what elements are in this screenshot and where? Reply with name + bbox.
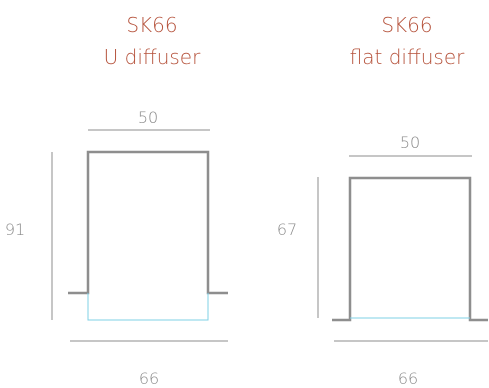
- bottom-width-label: 66: [139, 369, 159, 388]
- housing-profile: [68, 150, 228, 295]
- bottom-width-label: 66: [398, 369, 418, 388]
- profile-u-diffuser: SK66 U diffuser 50 91 66: [5, 13, 228, 388]
- profile-variant-title: flat diffuser: [350, 45, 465, 69]
- top-width-label: 50: [138, 108, 158, 127]
- profile-model-title: SK66: [381, 13, 432, 37]
- housing-profile: [332, 176, 488, 322]
- top-width-label: 50: [400, 133, 420, 152]
- profile-flat-diffuser: SK66 flat diffuser 50 67 66: [277, 13, 488, 388]
- profile-model-title: SK66: [126, 13, 177, 37]
- u-diffuser-shape: [87, 293, 209, 321]
- profile-variant-title: U diffuser: [104, 45, 201, 69]
- height-label: 67: [277, 220, 297, 239]
- height-label: 91: [5, 220, 25, 239]
